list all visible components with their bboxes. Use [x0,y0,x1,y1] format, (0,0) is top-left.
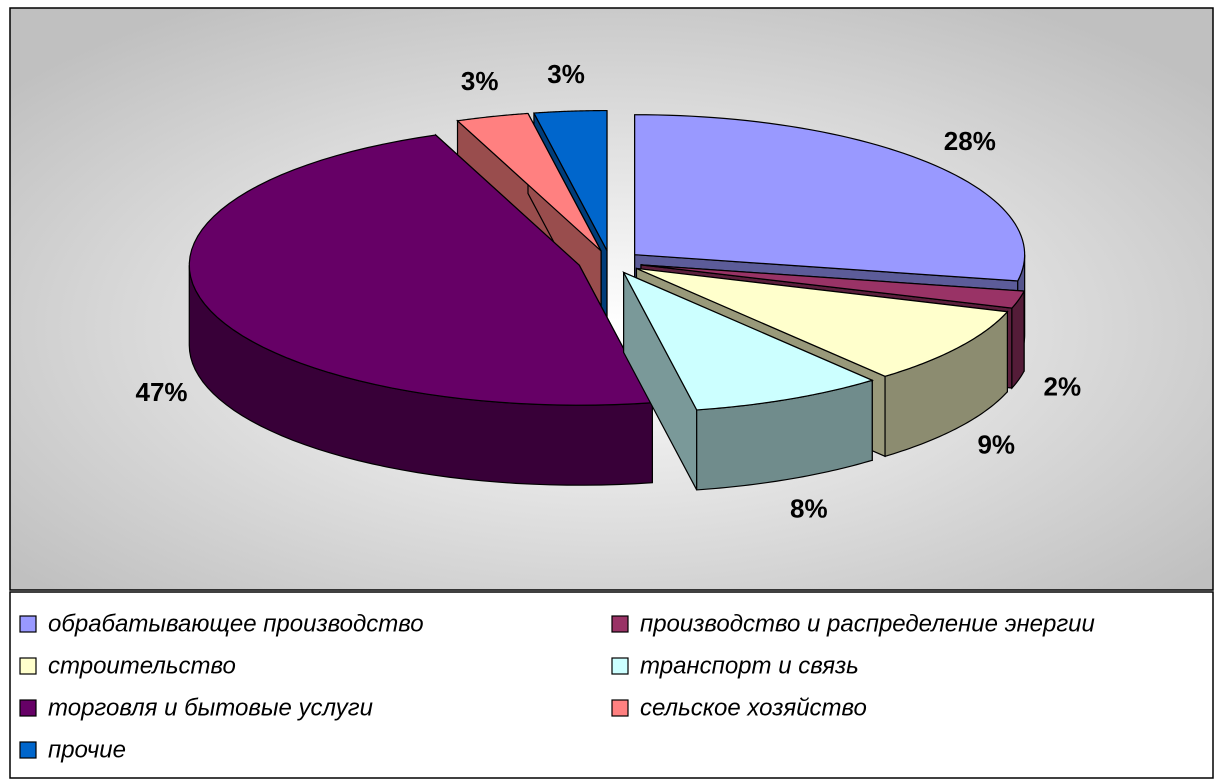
legend-swatch [19,741,37,759]
legend-swatch [611,657,629,675]
legend-label: транспорт и связь [640,652,859,679]
slice [622,271,874,491]
legend-swatch [611,699,629,717]
data-label: 9% [977,430,1015,460]
data-label: 3% [461,66,499,96]
legend-label: производство и распределение энергии [640,610,1095,637]
data-label: 47% [136,377,188,407]
legend-swatch [19,657,37,675]
legend-label: торговля и бытовые услуги [48,694,373,721]
slice-top [622,271,874,411]
slice [188,133,654,486]
data-label: 28% [944,126,996,156]
data-label: 3% [547,59,585,89]
slice-top [636,267,1009,377]
legend-label: сельское хозяйство [640,694,867,721]
slice-top [640,264,1026,309]
legend-items: обрабатывающее производство производство … [19,610,1095,763]
slice-top [634,114,1026,282]
slice-top [532,109,608,251]
legend-label: прочие [48,736,126,763]
slice-top [456,112,602,252]
legend-label: строительство [48,652,236,679]
pie: 28% 2% 9% 8% 47% 3% 3% [136,59,1082,523]
data-label: 2% [1044,371,1082,401]
legend-swatch [19,699,37,717]
legend-swatch [19,615,37,633]
slice-top [188,134,654,406]
legend-label: обрабатывающее производство [48,610,424,637]
legend-swatch [611,615,629,633]
data-label: 8% [790,494,828,524]
